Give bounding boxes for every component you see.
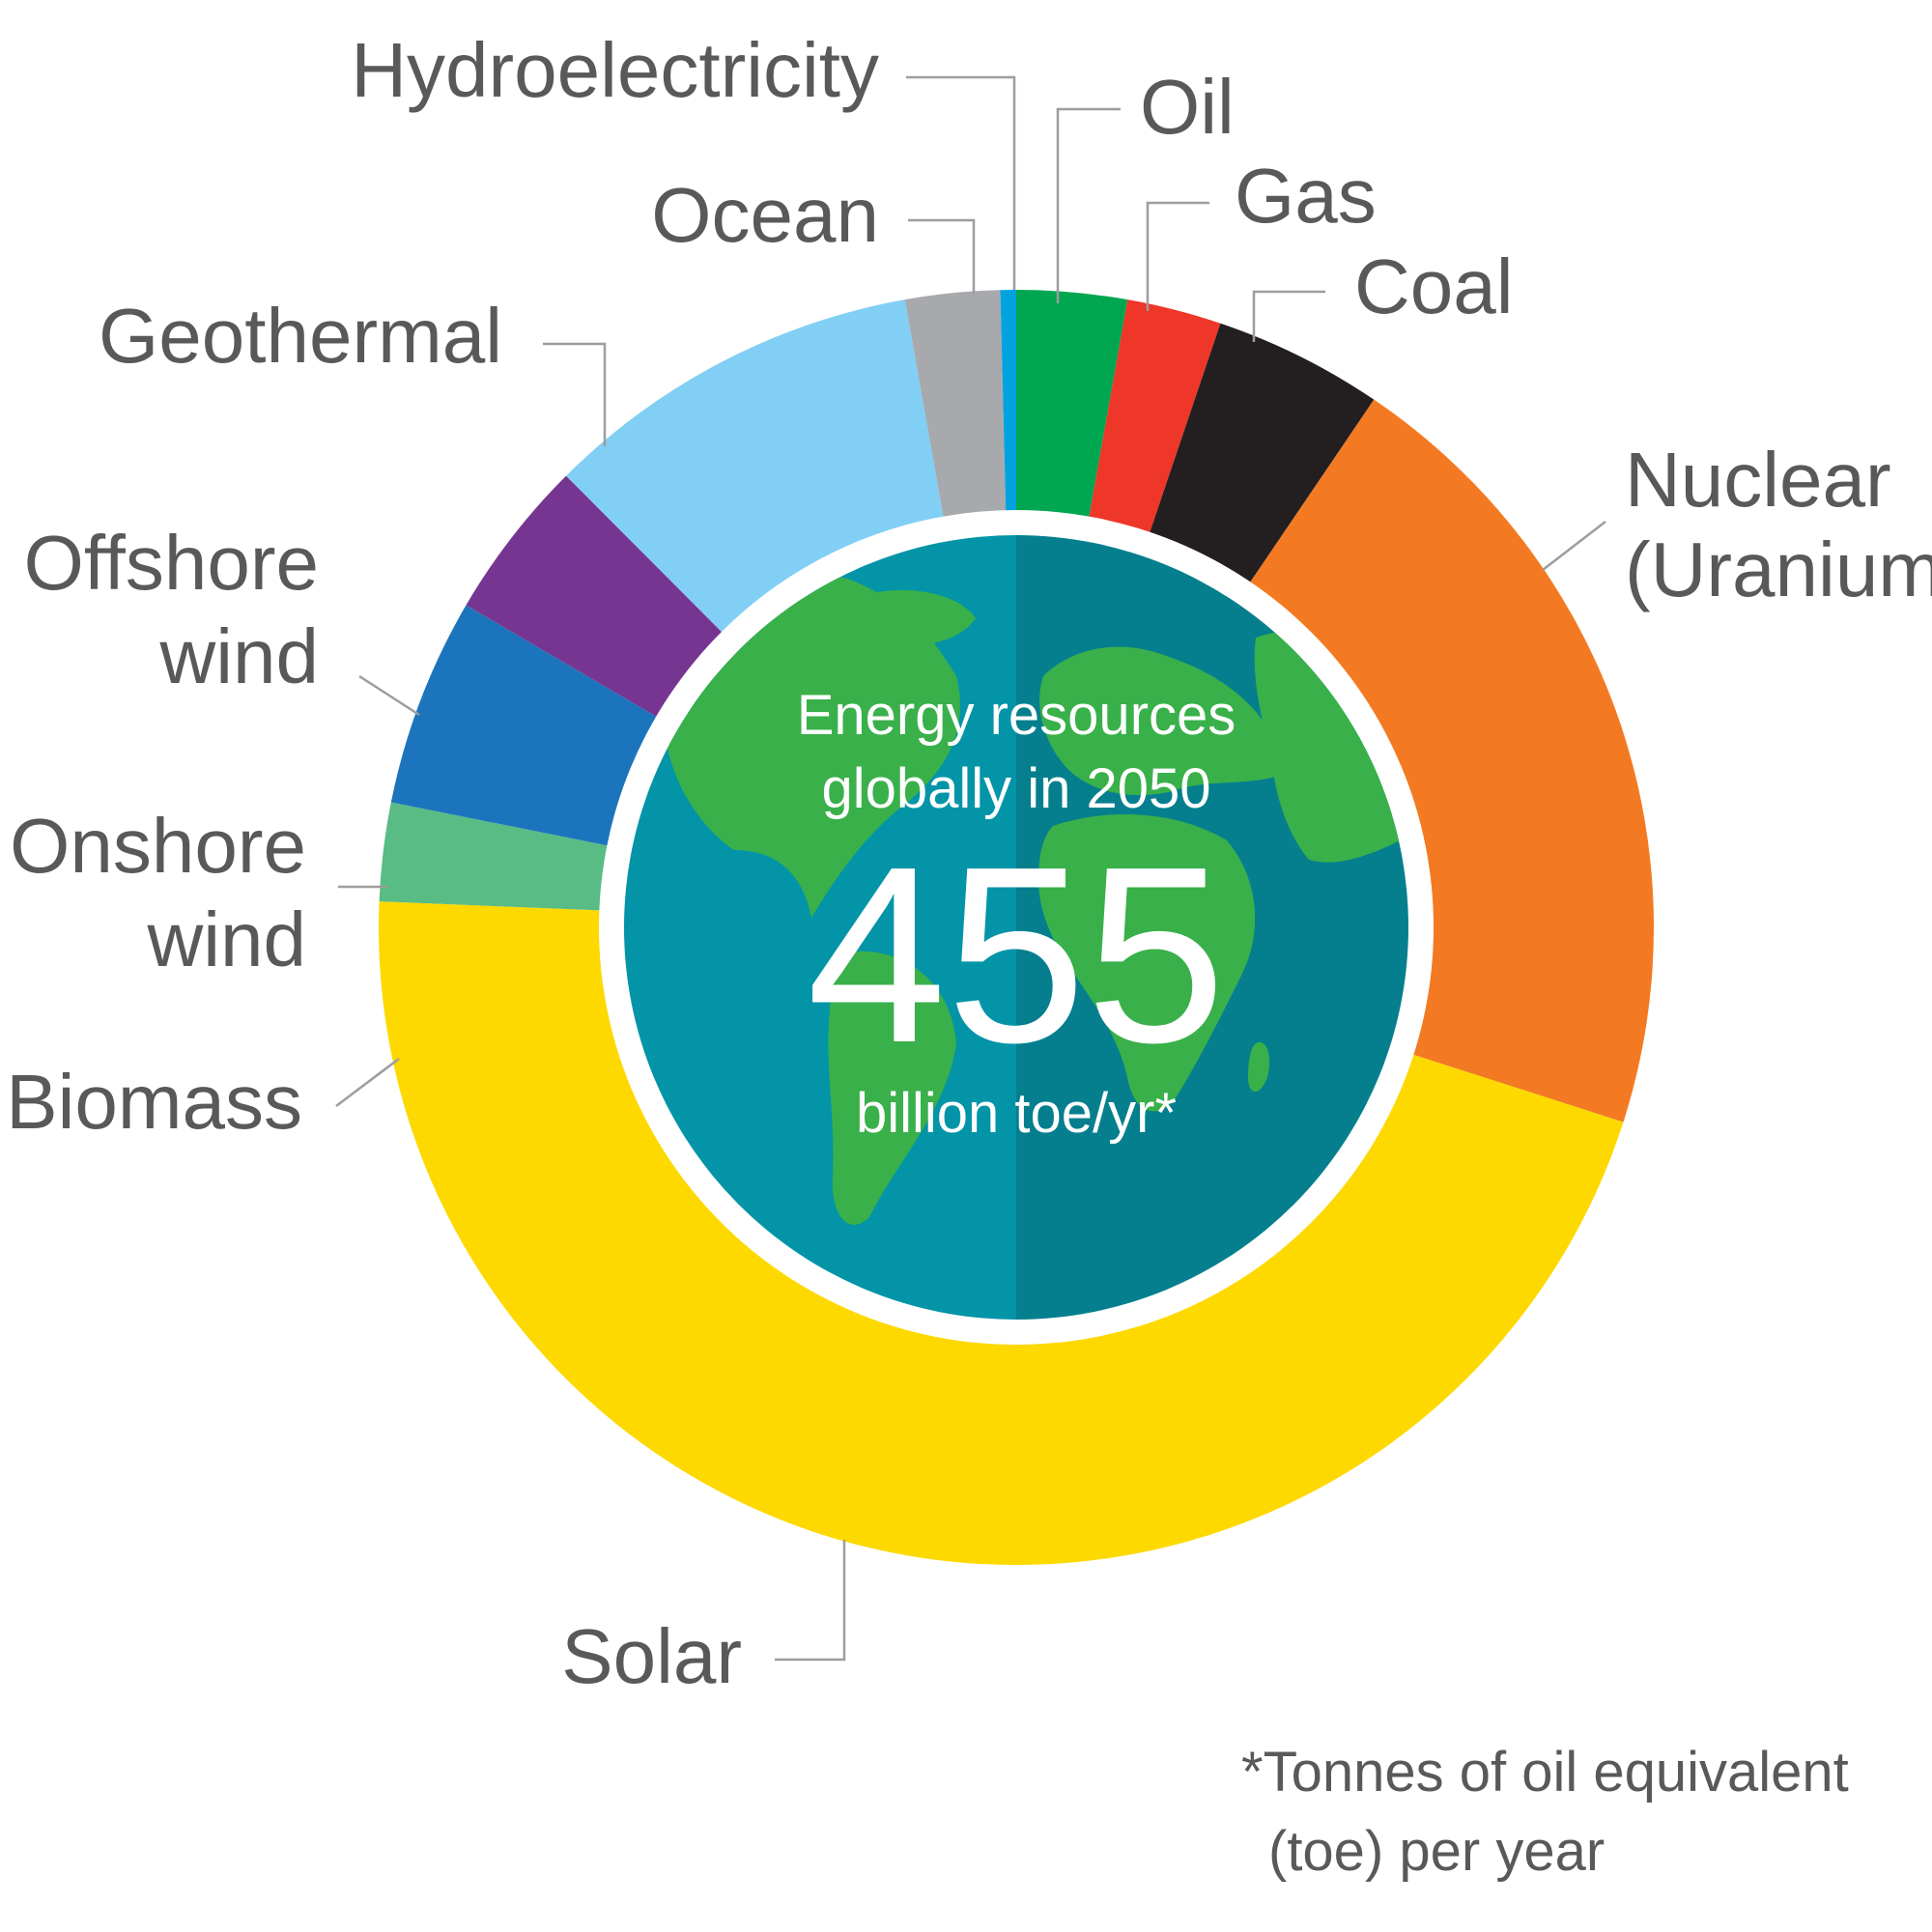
slice-onshore-wind xyxy=(390,605,683,852)
slice-label-offshore-wind: Offshore wind xyxy=(24,520,319,699)
leader-line-geothermal xyxy=(543,342,607,446)
center-unit: billion toe/yr* xyxy=(856,1082,1177,1145)
slice-hydroelectricity xyxy=(1000,290,1016,542)
leader-lines xyxy=(335,75,1606,1662)
madagascar-shape xyxy=(1248,1042,1270,1092)
africa-shape xyxy=(1038,814,1256,1112)
slice-label-coal: Coal xyxy=(1354,243,1514,329)
center-total-value: 455 xyxy=(807,815,1226,1095)
greenland-shape xyxy=(838,589,976,646)
slice-label-ocean: Ocean xyxy=(651,172,879,258)
leader-line-biomass xyxy=(335,1058,400,1107)
slice-label-geothermal: Geothermal xyxy=(99,293,502,379)
leader-line-solar xyxy=(775,1540,846,1662)
south-america-shape xyxy=(828,951,956,1225)
donut-slices xyxy=(379,290,1654,1565)
slice-biomass xyxy=(379,802,638,912)
leader-line-gas xyxy=(1146,201,1209,311)
leader-line-ocean xyxy=(908,218,976,294)
slice-gas xyxy=(1083,299,1221,562)
leader-line-coal xyxy=(1252,290,1325,342)
footnote-line2: (toe) per year xyxy=(1268,1820,1605,1883)
footnote-line1: *Tonnes of oil equivalent xyxy=(1241,1741,1849,1804)
slice-label-gas: Gas xyxy=(1235,153,1377,239)
slice-offshore-wind xyxy=(466,475,744,732)
leader-line-hydroelectricity xyxy=(906,75,1016,290)
center-title-line2: globally in 2050 xyxy=(821,757,1210,820)
slice-label-oil: Oil xyxy=(1140,64,1235,150)
north-america-shape xyxy=(661,572,960,918)
europe-shape xyxy=(1039,646,1285,796)
slice-label-onshore-wind: Onshore wind xyxy=(10,803,306,982)
slice-ocean xyxy=(904,290,1007,548)
center-title-line1: Energy resources xyxy=(797,684,1236,747)
slice-label-nuclear-uranium: Nuclear(Uranium) xyxy=(1625,437,1932,612)
slice-oil xyxy=(1016,290,1128,548)
slice-label-hydroelectricity: Hydroelectricity xyxy=(351,27,879,113)
leader-line-offshore-wind xyxy=(358,674,420,717)
slice-label-solar: Solar xyxy=(561,1613,742,1699)
slice-nuclear-uranium xyxy=(1233,399,1654,1122)
slice-solar xyxy=(379,901,1624,1565)
leader-line-nuclear-uranium xyxy=(1542,521,1606,571)
globe: Energy resources globally in 2050 455 bi… xyxy=(599,510,1434,1345)
leader-line-oil xyxy=(1056,107,1121,303)
slice-coal xyxy=(1140,323,1375,608)
slice-label-biomass: Biomass xyxy=(6,1059,302,1145)
